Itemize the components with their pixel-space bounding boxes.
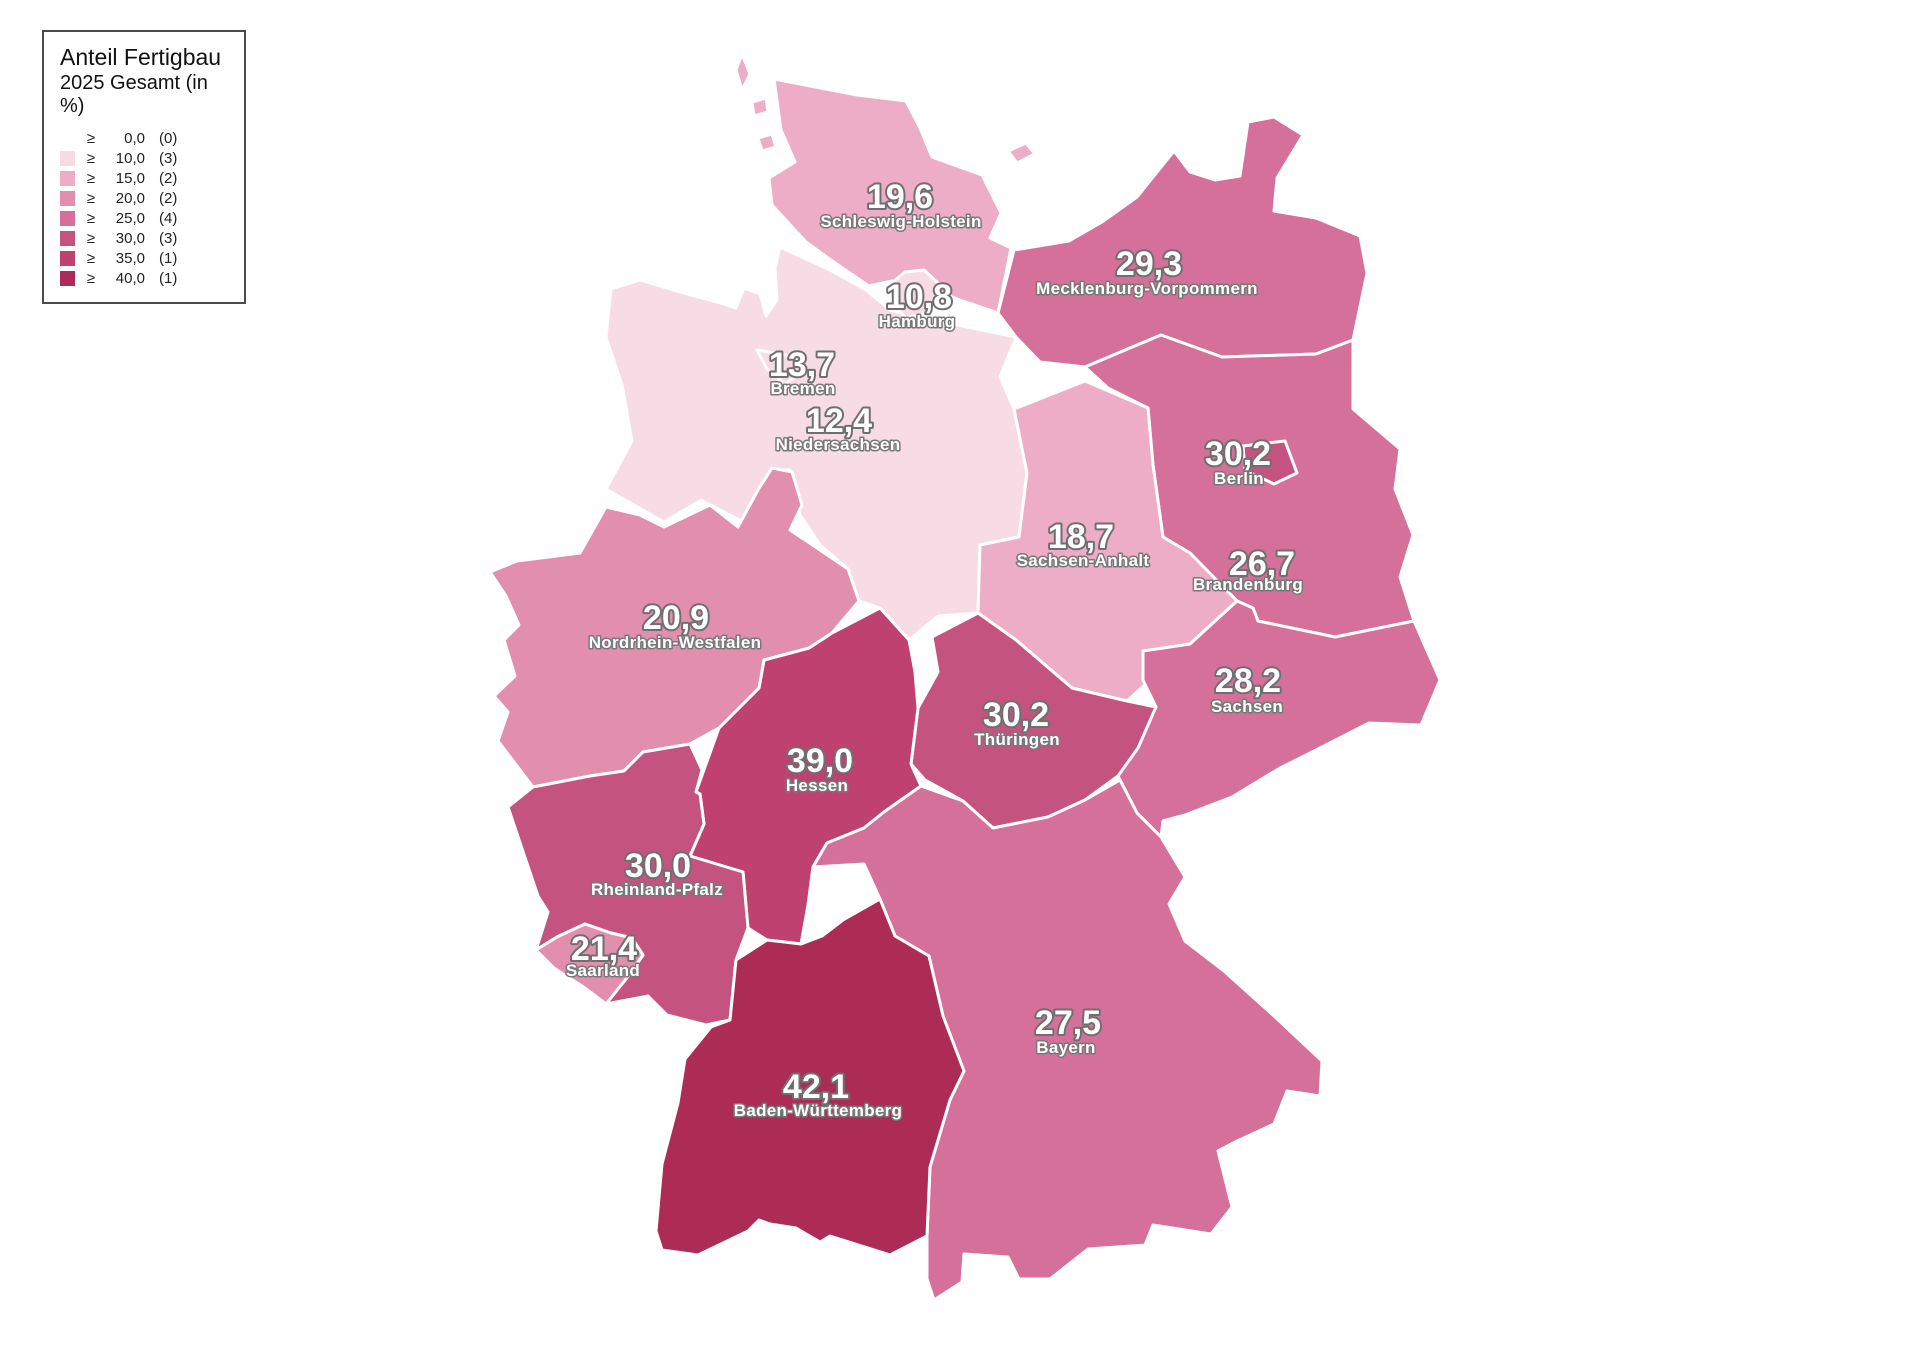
name-label: Sachsen-Anhalt xyxy=(1017,551,1150,570)
name-label: Sachsen xyxy=(1211,697,1283,716)
state-labels: 19,6 Schleswig-Holstein 10,8 Hamburg 29,… xyxy=(564,176,1304,1122)
legend-count: (2) xyxy=(159,169,178,187)
legend-title: Anteil Fertigbau xyxy=(60,44,222,70)
name-label: Schleswig-Holstein xyxy=(820,212,981,231)
gte-symbol: ≥ xyxy=(86,169,96,187)
name-label: Hamburg xyxy=(879,312,956,331)
value-label: 29,3 xyxy=(1116,245,1182,283)
value-label: 21,4 xyxy=(571,930,637,968)
legend-row: ≥ 40,0 (1) xyxy=(60,268,230,288)
state-bremen xyxy=(755,348,808,386)
value-label: 19,6 xyxy=(867,178,933,216)
value-label: 28,2 xyxy=(1215,662,1281,700)
legend-threshold: 40,0 xyxy=(115,269,145,287)
state-saarland xyxy=(534,922,645,1006)
state-bayern xyxy=(811,778,1324,1302)
name-label: Nordrhein-Westfalen xyxy=(589,633,762,652)
name-label: Berlin xyxy=(1214,469,1264,488)
legend-swatch xyxy=(60,230,75,246)
legend-row: ≥ 20,0 (2) xyxy=(60,188,230,208)
legend-swatch xyxy=(60,150,75,166)
legend-threshold: 20,0 xyxy=(115,189,145,207)
value-label: 39,0 xyxy=(787,742,853,780)
legend-threshold: 25,0 xyxy=(115,209,145,227)
legend-row: ≥ 10,0 (3) xyxy=(60,148,230,168)
legend-row: ≥ 25,0 (4) xyxy=(60,208,230,228)
legend-threshold: 35,0 xyxy=(115,249,145,267)
gte-symbol: ≥ xyxy=(86,249,96,267)
value-label: 10,8 xyxy=(886,278,952,316)
value-label: 42,1 xyxy=(783,1068,849,1106)
state-baden-wuerttemberg xyxy=(654,897,966,1257)
gte-symbol: ≥ xyxy=(86,149,96,167)
legend-threshold: 30,0 xyxy=(115,229,145,247)
gte-symbol: ≥ xyxy=(86,209,96,227)
state-berlin xyxy=(1241,439,1299,486)
legend-swatch xyxy=(60,190,75,206)
legend-swatch xyxy=(60,210,75,226)
state-mecklenburg-vorpommern xyxy=(996,115,1369,369)
value-label: 30,2 xyxy=(983,696,1049,734)
name-label: Niedersachsen xyxy=(776,435,901,454)
legend: Anteil Fertigbau 2025 Gesamt (in %) ≥ 0,… xyxy=(42,30,246,305)
state-sachsen xyxy=(1116,599,1442,839)
legend-swatch xyxy=(60,270,75,286)
legend-count: (1) xyxy=(159,269,178,287)
legend-swatch xyxy=(60,130,75,146)
legend-count: (4) xyxy=(159,209,178,227)
value-label: 27,5 xyxy=(1035,1004,1101,1042)
legend-row: ≥ 15,0 (2) xyxy=(60,168,230,188)
value-label: 20,9 xyxy=(643,599,709,637)
name-label: Thüringen xyxy=(974,730,1060,749)
value-label: 18,7 xyxy=(1048,518,1114,556)
island-foehr xyxy=(750,96,770,118)
legend-count: (1) xyxy=(159,249,178,267)
name-label: Rheinland-Pfalz xyxy=(591,880,723,899)
value-label: 26,7 xyxy=(1229,545,1295,583)
name-label: Bremen xyxy=(770,379,835,398)
gte-symbol: ≥ xyxy=(86,269,96,287)
name-label: Hessen xyxy=(786,776,848,795)
name-label: Saarland xyxy=(566,961,640,980)
state-nordrhein-westfalen xyxy=(488,466,861,789)
island-sylt xyxy=(734,52,752,92)
name-label: Baden-Württemberg xyxy=(734,1101,903,1120)
name-label: Bayern xyxy=(1036,1038,1095,1057)
legend-threshold: 15,0 xyxy=(115,169,145,187)
legend-swatch xyxy=(60,250,75,266)
legend-row: ≥ 35,0 (1) xyxy=(60,248,230,268)
gte-symbol: ≥ xyxy=(86,129,96,147)
value-label: 12,4 xyxy=(806,402,872,440)
state-schleswig-holstein xyxy=(767,77,1013,315)
state-hamburg xyxy=(886,268,942,320)
legend-count: (3) xyxy=(159,229,178,247)
gte-symbol: ≥ xyxy=(86,229,96,247)
legend-count: (3) xyxy=(159,149,178,167)
legend-count: (2) xyxy=(159,189,178,207)
name-label: Mecklenburg-Vorpommern xyxy=(1036,279,1258,298)
legend-count: (0) xyxy=(159,129,178,147)
legend-row: ≥ 0,0 (0) xyxy=(60,128,230,148)
legend-subtitle: 2025 Gesamt (in %) xyxy=(60,72,208,118)
name-label: Brandenburg xyxy=(1193,575,1303,594)
value-label: 13,7 xyxy=(769,346,835,384)
legend-row: ≥ 30,0 (3) xyxy=(60,228,230,248)
value-label: 30,0 xyxy=(625,847,691,885)
legend-threshold: 0,0 xyxy=(124,129,145,147)
legend-swatch xyxy=(60,170,75,186)
gte-symbol: ≥ xyxy=(86,189,96,207)
legend-rows: ≥ 0,0 (0) ≥ 10,0 (3) ≥ 15,0 (2) ≥ 20,0 (… xyxy=(60,128,230,288)
island-pellworm xyxy=(756,132,778,153)
legend-threshold: 10,0 xyxy=(115,149,145,167)
value-label: 30,2 xyxy=(1205,435,1271,473)
island-fehmarn xyxy=(1006,141,1037,165)
